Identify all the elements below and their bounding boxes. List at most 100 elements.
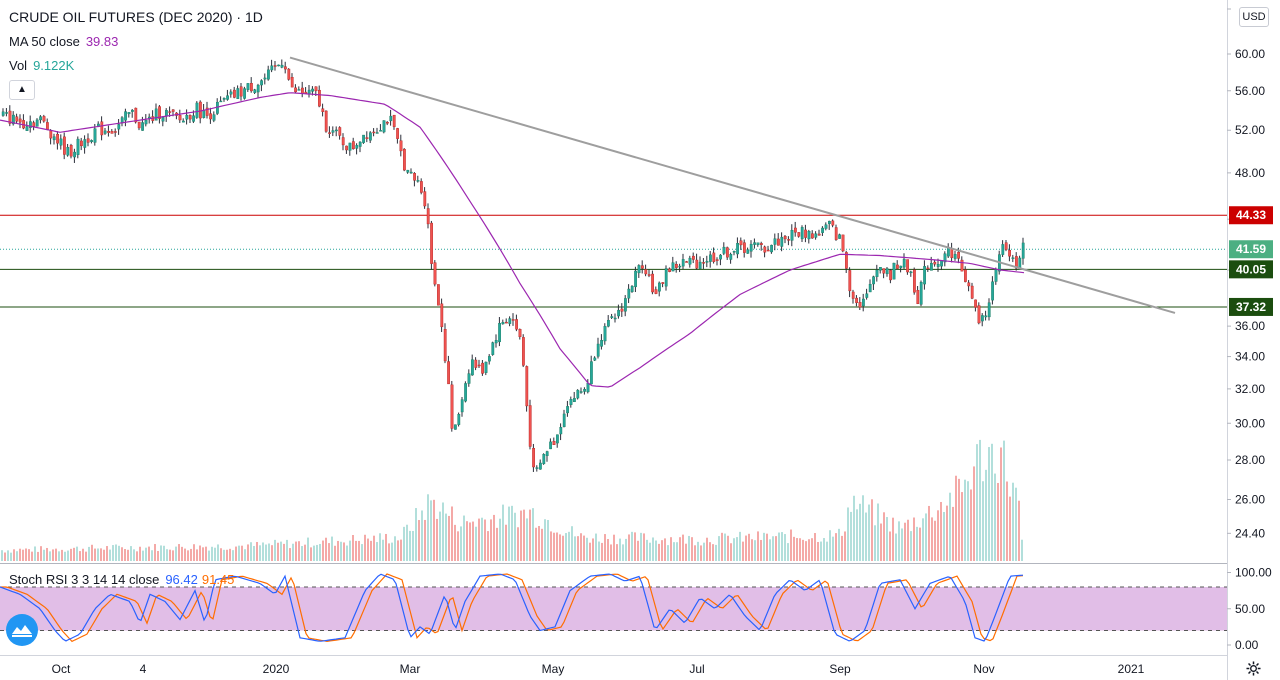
candle-down <box>437 284 440 306</box>
currency-badge[interactable]: USD <box>1239 7 1269 27</box>
volume-bar <box>490 519 492 561</box>
candle-down <box>477 364 481 367</box>
candle-up <box>127 112 131 115</box>
candle-down <box>889 270 893 281</box>
candle-up <box>987 302 991 318</box>
volume-bar <box>670 537 672 561</box>
volume-bar <box>748 533 750 561</box>
volume-bar <box>280 541 282 561</box>
candle-up <box>879 267 882 271</box>
candle-up <box>596 343 600 357</box>
volume-bar <box>61 549 63 561</box>
volume-bar <box>874 525 876 561</box>
volume-bar <box>553 532 555 561</box>
volume-bar <box>229 548 231 561</box>
volume-bar <box>316 544 318 561</box>
candle-down <box>314 86 318 92</box>
candle-up <box>753 242 757 245</box>
vol-label: Vol <box>9 58 28 73</box>
volume-bar <box>856 509 858 561</box>
volume-bar <box>889 531 891 561</box>
candle-down <box>763 246 767 253</box>
volume-bar <box>13 549 15 561</box>
candle-down <box>848 270 852 292</box>
volume-bar <box>46 547 48 561</box>
volume-bar <box>793 536 795 561</box>
volume-bar <box>577 536 579 561</box>
candle-down <box>882 268 886 274</box>
candle-up <box>35 119 39 127</box>
candle-up <box>773 238 777 245</box>
volume-bar <box>916 526 918 561</box>
candle-up <box>229 91 233 95</box>
price-label-text: 40.05 <box>1236 262 1266 276</box>
volume-bar <box>268 543 270 561</box>
volume-bar <box>70 548 72 561</box>
volume-bar <box>115 544 117 561</box>
candle-down <box>977 305 981 324</box>
candle-down <box>685 261 689 263</box>
volume-bar <box>397 540 399 561</box>
candle-down <box>318 89 321 107</box>
stoch-d-value: 91.45 <box>201 572 235 587</box>
volume-bar <box>754 540 756 561</box>
volume-bar <box>829 530 831 561</box>
candle-up <box>705 261 709 263</box>
volume-bar <box>730 543 732 561</box>
candle-up <box>195 102 199 118</box>
candle-up <box>416 180 420 182</box>
candle-down <box>668 268 672 272</box>
price-label-text: 37.32 <box>1236 300 1266 314</box>
price-tick-label: 34.00 <box>1235 350 1265 364</box>
volume-bar <box>367 538 369 561</box>
candle-up <box>226 95 229 100</box>
volume-bar <box>313 545 315 561</box>
volume-bar <box>28 549 30 561</box>
candle-down <box>644 269 648 275</box>
candle-up <box>556 434 559 444</box>
volume-bar <box>592 538 594 561</box>
candle-down <box>198 101 202 119</box>
candle-up <box>994 269 998 282</box>
candle-up <box>627 288 631 299</box>
ma-legend: MA 50 close 39.83 <box>9 34 118 49</box>
volume-bar <box>40 546 42 561</box>
candle-up <box>559 427 563 435</box>
candle-up <box>202 109 206 118</box>
volume-bar <box>565 533 567 561</box>
support-price-label-upper: 40.05 <box>1229 260 1273 279</box>
volume-bar <box>535 527 537 561</box>
volume-bar <box>325 537 327 561</box>
volume-bar <box>448 515 450 561</box>
volume-bar <box>331 536 333 561</box>
volume-bar <box>607 539 609 561</box>
candle-up <box>658 282 661 292</box>
volume-bar <box>859 503 861 561</box>
candle-down <box>341 137 345 146</box>
time-tick-label: Sep <box>829 662 851 676</box>
time-tick-label: Nov <box>973 662 994 676</box>
volume-bar <box>349 540 351 561</box>
volume-bar <box>1021 539 1023 561</box>
candle-up <box>991 281 995 301</box>
volume-bar <box>283 543 285 561</box>
candle-up <box>52 136 56 141</box>
collapse-legend-button[interactable]: ▲ <box>9 80 35 100</box>
candle-up <box>389 115 393 122</box>
candle-down <box>168 111 172 113</box>
volume-bar <box>418 520 420 561</box>
candle-down <box>896 264 899 269</box>
price-label-text: 44.33 <box>1236 208 1266 222</box>
candle-up <box>280 64 284 68</box>
candle-down <box>811 233 814 239</box>
volume-bar <box>337 540 339 561</box>
volume-bar <box>502 504 504 561</box>
time-tick-label: 4 <box>140 662 147 676</box>
tradingview-logo[interactable] <box>6 614 38 646</box>
candle-up <box>181 120 185 123</box>
candle-up <box>930 262 933 271</box>
candle-up <box>838 234 842 239</box>
gear-icon[interactable] <box>1246 661 1261 676</box>
volume-bar <box>442 502 444 561</box>
